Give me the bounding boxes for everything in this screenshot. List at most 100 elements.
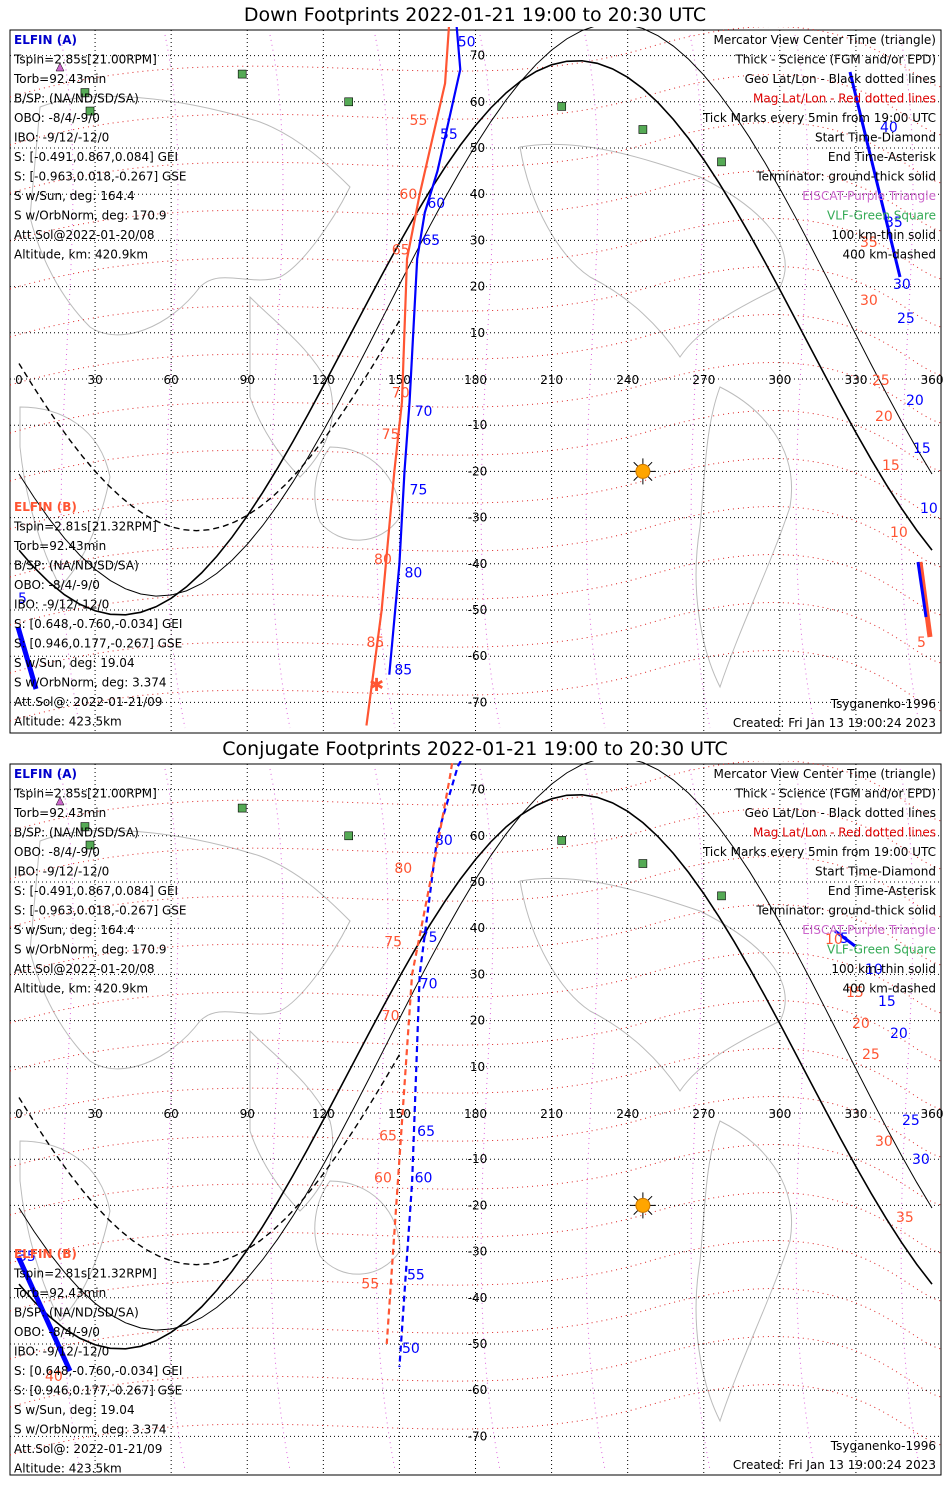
mag-lat-line [9,1000,942,1072]
footprint-tick-label: 75 [384,935,402,951]
continent-outline [519,877,786,1092]
mag-lat-line [9,506,942,578]
elfin-b-info-line: Altitude: 423.5km [14,715,122,729]
x-tick-label: 60 [164,1107,179,1121]
footprint-tick-label: 10 [865,962,883,978]
mag-lat-line [9,1288,942,1360]
footprint-tick-label: 5 [917,635,926,651]
vlf-station-square [638,859,648,868]
x-tick-label: 270 [692,373,715,387]
elfin-a-info-line: ELFIN (A) [14,767,77,781]
footprint-track-elfin-b [385,761,454,1345]
footprint-tick-label: 55 [361,1277,379,1293]
y-tick-label: -10 [468,1152,488,1166]
footprint-tick-label: 80 [374,552,392,568]
legend-line: 400 km-dashed [842,248,936,262]
elfin-b-info-line: Att.Sol@: 2022-01-21/09 [14,1442,162,1456]
vlf-station-square [638,125,648,134]
elfin-a-info-line: S w/Sun, deg: 164.4 [14,189,135,203]
footprint-tick-label: 10 [825,932,843,948]
footprint-tick-label: 70 [415,404,433,420]
elfin-a-info-line: Att.Sol@2022-01-20/08 [14,962,155,976]
footprint-tick-label: 65 [417,1124,435,1140]
elfin-a-info-line: Tspin=2.85s[21.00RPM] [13,53,157,67]
footprint-tick-label: 40 [45,1369,63,1385]
legend-line: Geo Lat/Lon - Black dotted lines [745,806,936,820]
plot-frame [9,29,942,734]
footprint-tick-label: 5 [18,591,27,607]
elfin-a-info-line: ELFIN (A) [14,33,77,47]
mag-lat-line [9,602,942,674]
footprint-tick-label: 15 [882,458,900,474]
footprint-tick-label: 65 [379,1129,397,1145]
mag-lat-line [9,314,942,386]
continent-outline [29,829,351,1070]
elfin-b-info-line: Altitude: 423.5km [14,1462,122,1476]
mag-lat-line [9,1384,942,1456]
x-tick-label: 180 [464,1107,487,1121]
x-tick-label: 330 [844,1107,867,1121]
mag-lat-line [9,410,942,482]
footprint-tick-label: 55 [410,113,428,129]
elfin-a-info-line: OBO: -8/4/-9/0 [14,845,100,859]
legend-line: Geo Lat/Lon - Black dotted lines [745,72,936,86]
footprint-tick-label: 25 [862,1047,880,1063]
mag-lat-line [9,856,942,928]
end-time-asterisk: ✱ [369,675,384,696]
mag-lon-line [899,34,921,729]
footprint-tick-label: 30 [875,1134,893,1150]
terminator-ground [18,793,933,1350]
footprint-tick-label: 15 [878,994,896,1010]
legend-line: Tick Marks every 5min from 19:00 UTC [702,111,936,125]
mag-lat-line [9,1192,942,1264]
footprint-tick-label: 20 [852,1016,870,1032]
footprint-tick-label: 75 [410,483,428,499]
mag-lat-line [9,952,942,1024]
y-tick-label: -40 [468,557,488,571]
x-tick-label: 270 [692,1107,715,1121]
y-tick-label: 50 [470,141,485,155]
y-tick-label: 70 [470,783,485,797]
footprint-tick-label: 35 [896,1210,914,1226]
sun-symbol [635,1197,651,1213]
continent-outline [29,95,351,336]
mag-lon-line [794,34,816,729]
x-tick-label: 90 [240,1107,255,1121]
mag-lat-line [9,554,942,626]
footprint-tick-label: 35 [860,235,878,251]
elfin-a-info-line: Torb=92.43min [13,72,106,86]
footprint-tick-label: 80 [394,861,412,877]
y-tick-label: 40 [470,187,485,201]
legend-line: EISCAT-Purple Triangle [802,923,936,937]
footprint-tick-label: 20 [875,409,893,425]
mag-lon-line [479,34,501,729]
x-tick-label: 240 [616,1107,639,1121]
x-tick-label: 180 [464,373,487,387]
footprint-tick-label: 60 [374,1170,392,1186]
terminator-400km [18,320,401,532]
footprint-tick-label: 60 [415,1170,433,1186]
elfin-b-info-line: S: [0.648,-0.760,-0.034] GEI [14,617,182,631]
legend-line: EISCAT-Purple Triangle [802,189,936,203]
mag-lat-line [9,218,942,290]
y-tick-label: -40 [468,1291,488,1305]
y-tick-label: 30 [470,967,485,981]
elfin-b-info-line: B/SP: (NA/ND/SD/SA) [14,559,139,573]
elfin-b-info-line: S: [0.648,-0.760,-0.034] GEI [14,1364,182,1378]
mag-lat-line [9,1096,942,1168]
elfin-b-info-line: Tspin=2.81s[21.32RPM] [13,520,157,534]
y-tick-label: -60 [468,1383,488,1397]
legend-line: VLF-Green Square [827,209,936,223]
footprint-tick-label: 75 [382,427,400,443]
y-tick-label: 20 [470,280,485,294]
terminator-100km [18,27,933,597]
x-tick-label: 240 [616,373,639,387]
elfin-a-info-line: Altitude, km: 420.9km [14,982,148,996]
footprint-tick-label: 50 [458,34,476,50]
mag-lon-line [59,34,81,729]
continent-outline [249,1029,334,1212]
continent-outline [519,143,786,358]
continent-outlines [19,95,792,689]
mag-lat-line [9,122,942,194]
footprint-tick-label: 65 [392,242,410,258]
